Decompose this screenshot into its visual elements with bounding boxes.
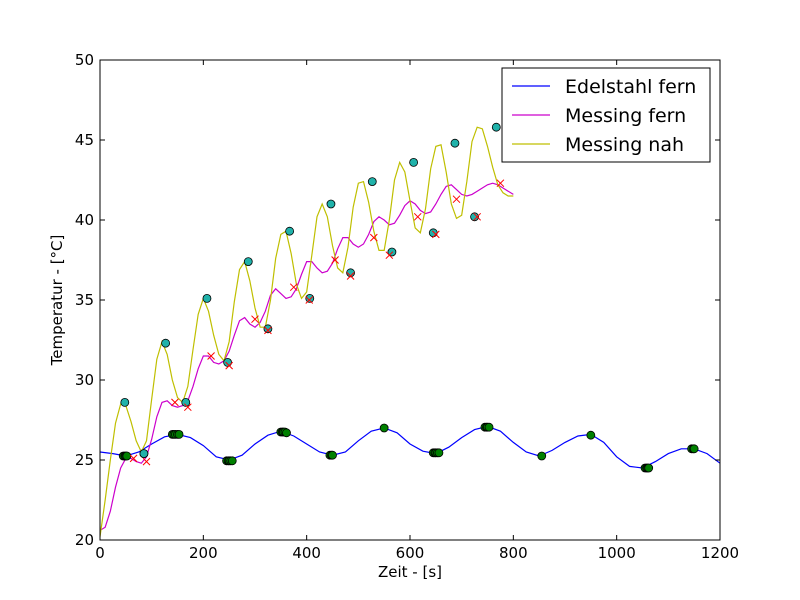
- marker-edelstahl-fern: [328, 450, 337, 460]
- marker-messing-nah: [409, 157, 419, 167]
- legend-label-edelstahl-fern: Edelstahl fern: [565, 76, 696, 98]
- marker-messing-fern: [331, 256, 339, 264]
- series-line-messing-fern: [100, 182, 514, 531]
- marker-messing-fern: [385, 251, 394, 260]
- marker-messing-fern: [413, 212, 422, 221]
- marker-messing-nah: [139, 449, 149, 459]
- marker-messing-nah: [263, 324, 273, 334]
- marker-messing-fern: [473, 212, 482, 221]
- series-line-messing-nah: [100, 126, 514, 537]
- marker-messing-nah: [326, 199, 336, 209]
- y-tick-label: 40: [75, 211, 94, 229]
- y-tick-label: 30: [75, 371, 94, 389]
- marker-edelstahl-fern: [122, 451, 132, 461]
- x-tick-label: 400: [292, 544, 321, 562]
- marker-edelstahl-fern: [586, 430, 596, 440]
- marker-messing-fern: [207, 352, 215, 360]
- y-tick-label: 45: [75, 131, 94, 149]
- marker-messing-nah: [243, 257, 253, 267]
- marker-messing-fern: [431, 230, 440, 239]
- legend-label-messing-fern: Messing fern: [565, 105, 686, 127]
- marker-messing-nah: [428, 228, 438, 238]
- marker-messing-fern: [346, 272, 355, 280]
- marker-messing-fern: [369, 233, 378, 242]
- marker-edelstahl-fern: [644, 463, 654, 473]
- marker-edelstahl-fern: [484, 422, 494, 432]
- x-tick-label: 1000: [598, 544, 636, 562]
- marker-messing-nah: [120, 397, 130, 407]
- x-tick-label: 1200: [701, 544, 739, 562]
- y-axis-label: Temperatur - [°C]: [48, 235, 66, 367]
- legend: Edelstahl fern Messing fern Messing nah: [501, 67, 711, 163]
- marker-edelstahl-fern: [282, 428, 291, 438]
- x-axis-label: Zeit - [s]: [378, 563, 442, 581]
- marker-messing-fern: [171, 398, 179, 407]
- y-tick-label: 50: [75, 51, 94, 69]
- marker-messing-nah: [367, 177, 377, 187]
- marker-edelstahl-fern: [379, 423, 389, 433]
- series-layer: [100, 126, 720, 537]
- y-tick-label: 35: [75, 291, 94, 309]
- marker-messing-nah: [450, 138, 460, 148]
- marker-messing-fern: [452, 195, 461, 204]
- marker-messing-fern: [264, 326, 272, 335]
- marker-messing-fern: [496, 179, 505, 188]
- marker-messing-fern: [225, 361, 234, 370]
- marker-layer: [118, 122, 699, 473]
- x-tick-label: 200: [189, 544, 218, 562]
- marker-messing-fern: [142, 457, 151, 466]
- marker-messing-fern: [305, 296, 314, 304]
- marker-edelstahl-fern: [227, 456, 237, 466]
- y-tick-label: 25: [75, 451, 94, 469]
- marker-messing-nah: [223, 357, 233, 367]
- y-tick-label: 20: [75, 531, 94, 549]
- marker-edelstahl-fern: [689, 444, 699, 454]
- marker-edelstahl-fern: [174, 429, 184, 439]
- marker-messing-nah: [161, 338, 171, 348]
- marker-messing-nah: [181, 397, 191, 407]
- marker-messing-nah: [346, 268, 355, 278]
- series-line-edelstahl-fern: [100, 425, 720, 469]
- x-tick-label: 800: [499, 544, 528, 562]
- x-tick-label: 600: [396, 544, 425, 562]
- legend-label-messing-nah: Messing nah: [565, 134, 684, 156]
- marker-messing-nah: [491, 122, 501, 132]
- marker-messing-nah: [285, 226, 295, 236]
- marker-messing-fern: [129, 454, 138, 463]
- marker-edelstahl-fern: [537, 451, 547, 461]
- marker-messing-fern: [183, 403, 192, 412]
- marker-edelstahl-fern: [434, 448, 444, 458]
- marker-messing-nah: [202, 293, 212, 303]
- marker-messing-fern: [289, 283, 298, 292]
- x-tick-label: 0: [95, 544, 105, 562]
- marker-messing-fern: [251, 315, 259, 324]
- marker-messing-nah: [305, 293, 315, 303]
- tick-layer: 0 200 400 600 800 1000 1200 20 25 30 35 40 45 50: [75, 51, 739, 562]
- marker-messing-nah: [470, 212, 479, 222]
